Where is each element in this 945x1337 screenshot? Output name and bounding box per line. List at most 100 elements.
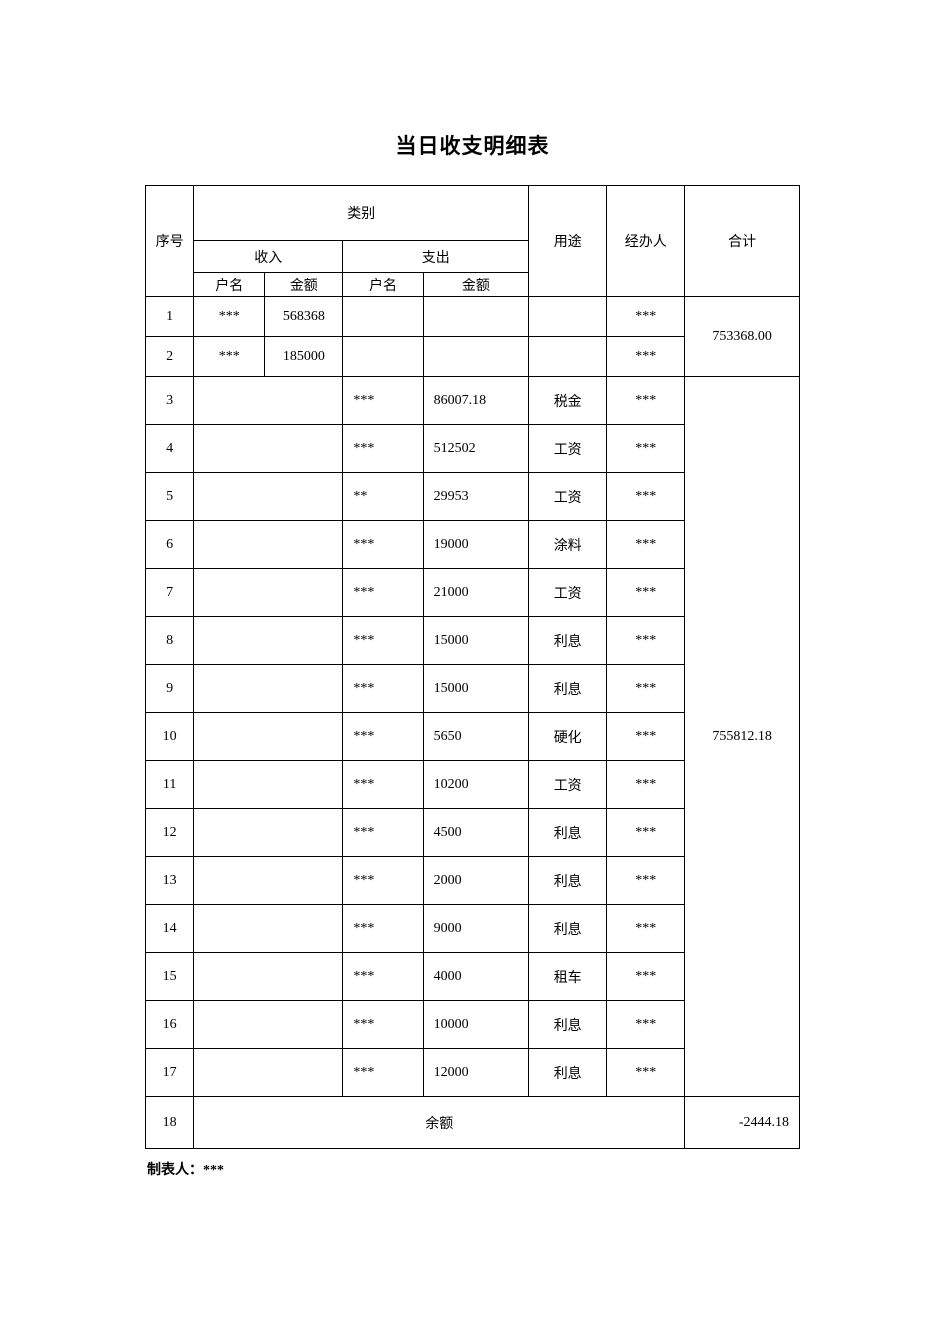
cell-in-merged <box>194 809 343 857</box>
cell-seq: 7 <box>146 569 194 617</box>
cell-seq: 14 <box>146 905 194 953</box>
cell-by: *** <box>607 425 685 473</box>
cell-in-merged <box>194 377 343 425</box>
cell-out-name: *** <box>343 665 423 713</box>
cell-income-total: 753368.00 <box>685 297 800 377</box>
cell-out-amt <box>423 337 529 377</box>
cell-by: *** <box>607 761 685 809</box>
cell-by: *** <box>607 713 685 761</box>
balance-row: 18 余额 -2444.18 <box>146 1097 800 1149</box>
cell-by: *** <box>607 337 685 377</box>
cell-by: *** <box>607 297 685 337</box>
cell-in-merged <box>194 569 343 617</box>
cell-in-merged <box>194 953 343 1001</box>
cell-out-amt: 15000 <box>423 665 529 713</box>
cell-out-name: *** <box>343 905 423 953</box>
cell-seq: 13 <box>146 857 194 905</box>
cell-out-amt: 2000 <box>423 857 529 905</box>
cell-out-amt <box>423 297 529 337</box>
header-expense-amount: 金额 <box>423 273 529 297</box>
cell-seq: 11 <box>146 761 194 809</box>
page-title: 当日收支明细表 <box>145 130 800 160</box>
prepared-by-label: 制表人： <box>147 1163 203 1178</box>
cell-seq: 5 <box>146 473 194 521</box>
cell-in-merged <box>194 425 343 473</box>
cell-by: *** <box>607 809 685 857</box>
cell-by: *** <box>607 473 685 521</box>
cell-seq: 9 <box>146 665 194 713</box>
cell-in-merged <box>194 1049 343 1097</box>
cell-balance-value: -2444.18 <box>685 1097 800 1149</box>
cell-use: 利息 <box>529 1049 607 1097</box>
cell-out-name <box>343 337 423 377</box>
cell-in-merged <box>194 713 343 761</box>
cell-by: *** <box>607 521 685 569</box>
detail-table: 序号 类别 用途 经办人 合计 收入 支出 户名 金额 户名 金额 1 *** … <box>145 185 800 1149</box>
cell-seq: 17 <box>146 1049 194 1097</box>
cell-use: 工资 <box>529 473 607 521</box>
cell-out-name: *** <box>343 617 423 665</box>
cell-use: 利息 <box>529 905 607 953</box>
cell-out-amt: 512502 <box>423 425 529 473</box>
cell-out-amt: 4500 <box>423 809 529 857</box>
cell-by: *** <box>607 857 685 905</box>
cell-out-name: *** <box>343 1001 423 1049</box>
cell-use: 工资 <box>529 761 607 809</box>
cell-out-amt: 29953 <box>423 473 529 521</box>
cell-out-name: *** <box>343 521 423 569</box>
cell-use: 利息 <box>529 809 607 857</box>
cell-use <box>529 297 607 337</box>
header-income: 收入 <box>194 241 343 273</box>
cell-out-name: *** <box>343 809 423 857</box>
cell-by: *** <box>607 569 685 617</box>
cell-out-amt: 9000 <box>423 905 529 953</box>
cell-out-amt: 19000 <box>423 521 529 569</box>
cell-by: *** <box>607 1001 685 1049</box>
cell-in-merged <box>194 665 343 713</box>
cell-seq: 2 <box>146 337 194 377</box>
cell-expense-total: 755812.18 <box>685 377 800 1097</box>
cell-seq: 8 <box>146 617 194 665</box>
cell-in-name: *** <box>194 337 265 377</box>
cell-use: 利息 <box>529 1001 607 1049</box>
cell-seq: 16 <box>146 1001 194 1049</box>
cell-by: *** <box>607 953 685 1001</box>
cell-in-merged <box>194 905 343 953</box>
cell-use: 利息 <box>529 857 607 905</box>
cell-out-name: *** <box>343 569 423 617</box>
cell-seq: 10 <box>146 713 194 761</box>
cell-use: 涂料 <box>529 521 607 569</box>
header-handler: 经办人 <box>607 186 685 297</box>
header-income-name: 户名 <box>194 273 265 297</box>
cell-out-amt: 21000 <box>423 569 529 617</box>
cell-seq: 1 <box>146 297 194 337</box>
cell-seq: 12 <box>146 809 194 857</box>
cell-in-amt: 185000 <box>265 337 343 377</box>
cell-by: *** <box>607 617 685 665</box>
cell-by: *** <box>607 377 685 425</box>
header-total: 合计 <box>685 186 800 297</box>
cell-use <box>529 337 607 377</box>
cell-use: 利息 <box>529 665 607 713</box>
cell-by: *** <box>607 1049 685 1097</box>
cell-seq: 3 <box>146 377 194 425</box>
cell-use: 硬化 <box>529 713 607 761</box>
cell-seq: 4 <box>146 425 194 473</box>
cell-use: 工资 <box>529 425 607 473</box>
header-expense-name: 户名 <box>343 273 423 297</box>
cell-balance-seq: 18 <box>146 1097 194 1149</box>
cell-balance-label: 余额 <box>194 1097 685 1149</box>
header-expense: 支出 <box>343 241 529 273</box>
cell-in-merged <box>194 473 343 521</box>
cell-out-name <box>343 297 423 337</box>
cell-out-amt: 15000 <box>423 617 529 665</box>
cell-seq: 15 <box>146 953 194 1001</box>
cell-in-merged <box>194 617 343 665</box>
cell-seq: 6 <box>146 521 194 569</box>
cell-out-name: *** <box>343 377 423 425</box>
cell-by: *** <box>607 905 685 953</box>
cell-use: 工资 <box>529 569 607 617</box>
cell-use: 租车 <box>529 953 607 1001</box>
table-row: 1 *** 568368 *** 753368.00 <box>146 297 800 337</box>
cell-in-merged <box>194 1001 343 1049</box>
